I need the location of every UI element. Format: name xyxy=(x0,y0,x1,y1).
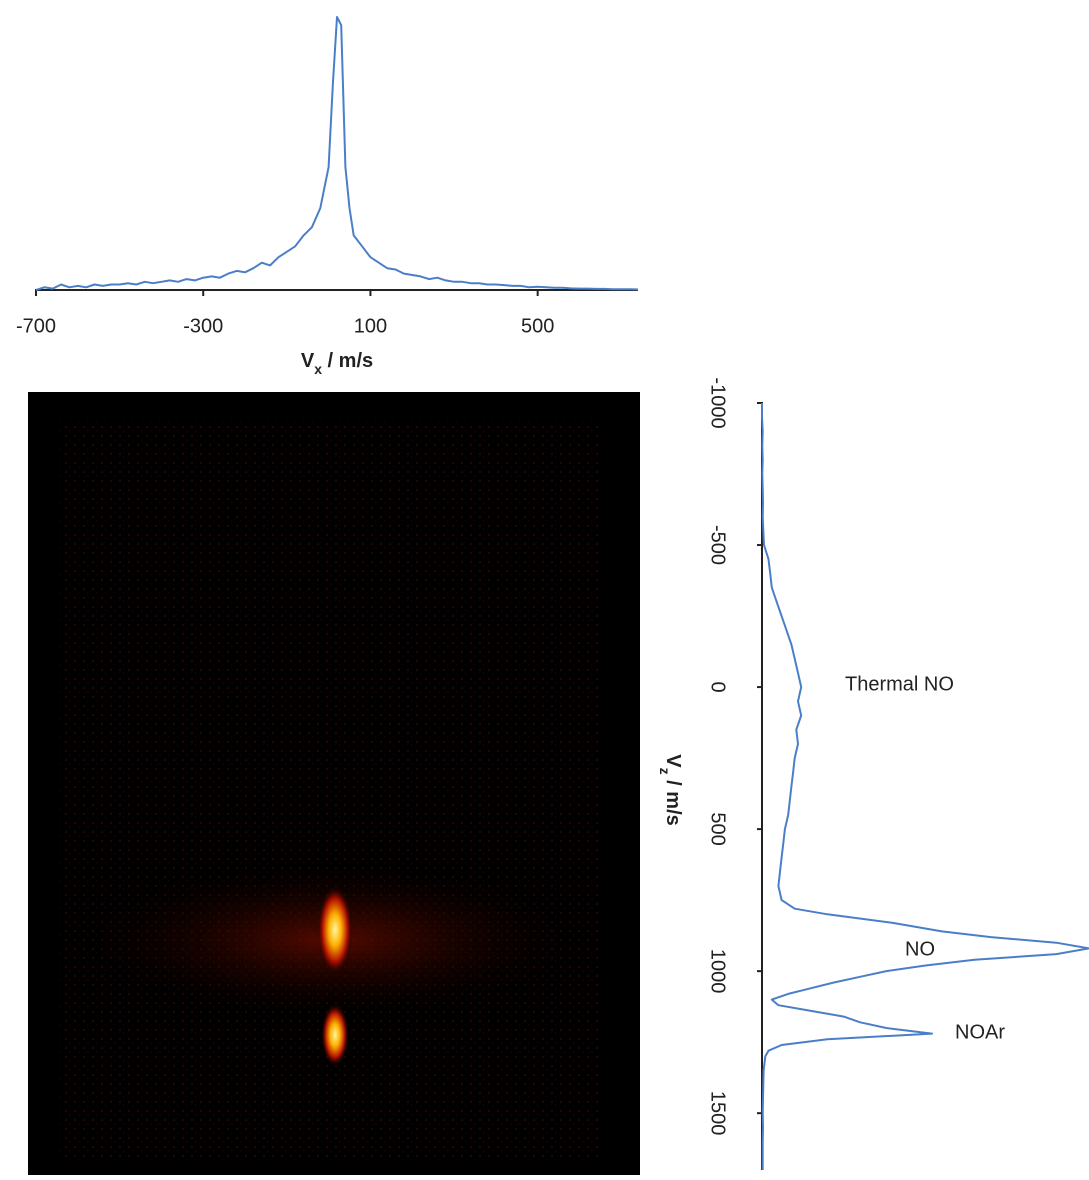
tick-label: 0 xyxy=(707,682,729,693)
axis-label-part: / m/s xyxy=(322,350,373,372)
image-spot xyxy=(317,885,353,975)
tick-label: -700 xyxy=(16,315,56,337)
profile-line xyxy=(35,16,639,291)
tick-label: 1500 xyxy=(707,1091,729,1136)
annotation: Thermal NO xyxy=(845,673,954,695)
tick-label: 500 xyxy=(707,812,729,845)
axis-label-part: V xyxy=(301,350,315,372)
annotation: NO xyxy=(905,938,935,960)
axis-label-part: x xyxy=(314,361,322,377)
velocity-image xyxy=(28,392,640,1175)
tick-label: 1000 xyxy=(707,949,729,994)
tick-label: 100 xyxy=(354,315,387,337)
axis-label-part: V xyxy=(662,754,684,768)
profile-line xyxy=(761,403,1089,1170)
axis-label: Vx / m/s xyxy=(301,350,373,376)
axis-label-part: z xyxy=(657,768,673,775)
axis-label-part: / m/s xyxy=(662,775,684,826)
tick-label: -300 xyxy=(183,315,223,337)
annotation: NOAr xyxy=(955,1021,1005,1043)
tick-label: 500 xyxy=(521,315,554,337)
tick-label: -500 xyxy=(707,525,729,565)
tick-label: -1000 xyxy=(707,377,729,428)
axis-label: Vz / m/s xyxy=(657,754,683,825)
image-spot xyxy=(321,1003,349,1067)
